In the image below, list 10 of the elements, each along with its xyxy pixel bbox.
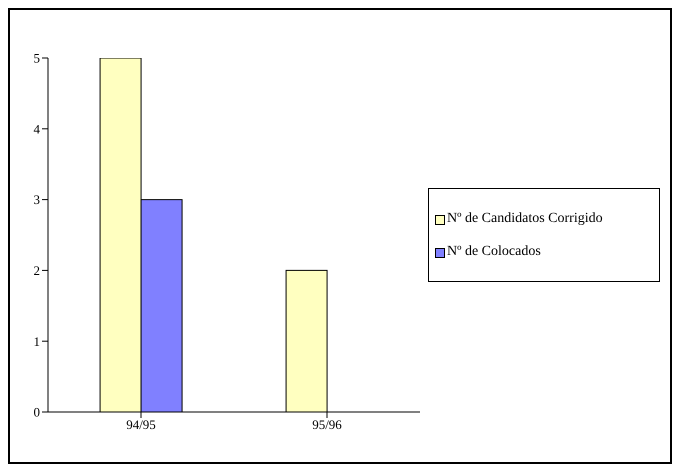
legend-label: Nº de Colocados	[447, 244, 542, 259]
y-tick-label: 3	[34, 192, 40, 208]
y-tick-label: 1	[34, 334, 40, 349]
y-tick-label: 4	[34, 121, 40, 136]
y-tick-label: 5	[34, 50, 40, 66]
x-tick-label: 95/96	[312, 417, 342, 432]
legend-label: Nº de Candidatos Corrigido	[447, 211, 604, 226]
y-tick-label: 0	[34, 404, 40, 420]
x-tick-label: 94/95	[126, 417, 156, 432]
y-tick-label: 2	[34, 263, 40, 278]
